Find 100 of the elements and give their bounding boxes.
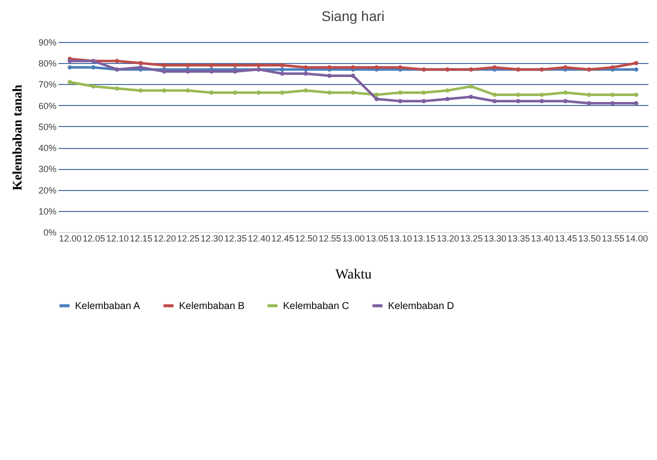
x-tick-label: 12.25 [177, 234, 200, 244]
point [327, 90, 332, 95]
point [209, 90, 214, 95]
x-tick-label: 13.10 [389, 234, 412, 244]
point [492, 65, 497, 70]
point [186, 88, 190, 93]
x-tick-label: 13.35 [507, 234, 530, 244]
x-tick-label: 13.30 [484, 234, 506, 244]
point [91, 65, 96, 70]
y-axis-title: Kelembaban tanah [9, 84, 24, 190]
point [610, 101, 615, 106]
point [91, 84, 96, 88]
point [162, 63, 166, 68]
point [232, 63, 238, 68]
x-tick-label: 13.05 [366, 234, 388, 244]
y-tick-label: 90% [38, 38, 56, 48]
point [304, 72, 308, 76]
point [586, 92, 592, 97]
legend-label: Kelembaban C [283, 300, 350, 312]
x-tick-label: 12.40 [248, 234, 270, 244]
legend-label: Kelembaban A [75, 300, 140, 312]
x-axis-title: Waktu [335, 268, 372, 282]
point [516, 98, 520, 104]
point [634, 92, 638, 97]
point [304, 65, 308, 70]
x-tick-label: 12.20 [153, 234, 176, 244]
point [492, 92, 497, 97]
point [374, 96, 379, 102]
x-tick-label: 12.00 [59, 234, 82, 244]
point [422, 98, 426, 104]
point [138, 65, 143, 70]
legend-label: Kelembaban B [179, 300, 245, 312]
point [162, 88, 166, 93]
y-tick-label: 60% [38, 100, 56, 111]
y-tick-label: 20% [38, 185, 56, 196]
x-tick-label: 12.50 [295, 234, 318, 244]
x-tick-label: 13.50 [578, 234, 601, 244]
point [209, 63, 214, 68]
point [563, 90, 568, 95]
y-tick-label: 50% [38, 122, 56, 132]
chart-title: Siang hari [321, 8, 385, 24]
x-tick-label: 14.00 [625, 234, 648, 244]
point [114, 58, 120, 64]
point [468, 84, 474, 88]
point [634, 101, 638, 106]
point [327, 65, 332, 70]
point [138, 88, 143, 93]
point [186, 63, 190, 68]
point [280, 67, 284, 72]
point [610, 92, 615, 97]
point [350, 65, 356, 70]
point [68, 58, 72, 64]
x-tick-label: 12.10 [106, 234, 129, 244]
y-tick-label: 80% [38, 58, 56, 69]
y-tick-label: 30% [38, 164, 56, 174]
point [634, 60, 638, 66]
x-tick-label: 12.15 [130, 234, 152, 244]
point [492, 98, 497, 104]
legend-label: Kelembaban D [388, 300, 454, 312]
point [68, 65, 72, 70]
point [445, 96, 450, 102]
point [398, 98, 402, 104]
point [350, 90, 356, 95]
point [634, 67, 638, 72]
point [398, 90, 402, 95]
point [610, 65, 615, 70]
point [256, 90, 261, 95]
point [350, 74, 356, 78]
x-tick-label: 12.45 [271, 234, 294, 244]
point [468, 94, 474, 100]
point [445, 88, 450, 93]
x-tick-label: 13.45 [554, 234, 578, 244]
point [563, 98, 568, 104]
point [422, 90, 426, 95]
x-tick-label: 12.55 [318, 234, 342, 244]
y-tick-label: 70% [38, 80, 56, 90]
point [327, 74, 332, 78]
x-tick-label: 13.15 [413, 234, 436, 244]
x-tick-label: 12.35 [224, 234, 247, 244]
x-tick-label: 13.25 [460, 234, 483, 244]
point [540, 92, 544, 97]
point [280, 63, 284, 68]
y-tick-label: 10% [38, 206, 56, 216]
y-tick-label: 40% [38, 143, 56, 154]
point [304, 88, 308, 93]
point [374, 92, 379, 97]
point [280, 72, 284, 76]
x-tick-label: 13.40 [531, 234, 554, 244]
point [540, 98, 544, 104]
x-tick-label: 13.55 [602, 234, 624, 244]
x-tick-label: 13.20 [436, 234, 460, 244]
point [280, 90, 284, 95]
point [398, 65, 402, 70]
x-tick-label: 12.05 [82, 234, 106, 244]
point [256, 63, 261, 68]
point [374, 65, 379, 70]
x-tick-label: 12.30 [200, 234, 224, 244]
point [563, 65, 568, 70]
point [138, 60, 143, 66]
point [232, 90, 238, 95]
